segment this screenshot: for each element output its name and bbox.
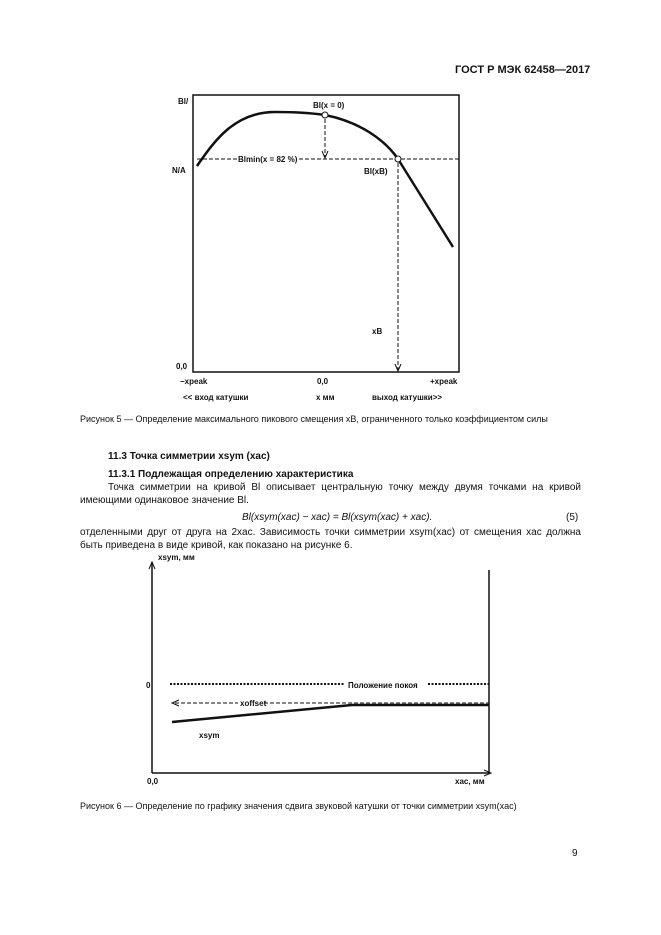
zero-label: 0 [146, 681, 151, 690]
paragraph-2: отделенными друг от друга на 2xac. Завис… [80, 527, 581, 551]
xsym-label: xsym [199, 731, 219, 740]
figure-5-caption: Рисунок 5 — Определение максимального пи… [80, 414, 548, 424]
arrow-icon [394, 363, 402, 373]
point-x0 [321, 111, 329, 119]
y-label: Bl/ [178, 97, 189, 106]
bl-curve-tail [396, 158, 455, 248]
rest-label: Положение покоя [348, 681, 418, 690]
formula-number: (5) [566, 512, 579, 523]
x-unit-label: x мм [316, 393, 335, 402]
origin-label: 0,0 [176, 362, 188, 371]
paragraph-1: Точка симметрии на кривой Bl описывает ц… [80, 482, 581, 506]
dir-right-label: выход катушки>> [372, 393, 442, 402]
section-heading: 11.3 Точка симметрии xsym (xac) [108, 451, 270, 462]
xb-label: xB [372, 327, 382, 336]
blmin-label: Blmin(x = 82 %) [238, 155, 298, 164]
point-b-label: Bl(xB) [364, 167, 388, 176]
point-top-label: Bl(x = 0) [313, 101, 345, 110]
figure-6-caption: Рисунок 6 — Определение по графику значе… [80, 801, 517, 811]
bl-curve [195, 110, 400, 167]
standard-header: ГОСТ Р МЭК 62458—2017 [455, 64, 591, 76]
arrow-icon [148, 560, 156, 570]
arrow-icon [170, 699, 180, 707]
fig6-y-label: xsym, мм [158, 553, 195, 562]
dir-left-label: << вход катушки [183, 393, 249, 402]
page-number: 9 [572, 848, 578, 859]
y-level: N/A [172, 166, 186, 175]
x-left-label: −xpeak [180, 377, 208, 386]
formula-5: Bl(xsym(xac) − xac) = Bl(xsym(xac) + xac… [242, 512, 433, 523]
offset-label: xoffset [240, 699, 267, 708]
x-right-label: +xpeak [430, 377, 458, 386]
point-xb [394, 155, 402, 163]
subsection-heading: 11.3.1 Подлежащая определению характерис… [108, 469, 354, 480]
fig5-frame [192, 94, 460, 373]
x-center-label: 0,0 [317, 377, 329, 386]
fig6-origin: 0,0 [147, 777, 159, 786]
fig6-x-label: xac, мм [455, 777, 485, 786]
xsym-curve [171, 703, 489, 724]
arrow-icon [483, 769, 493, 777]
arrow-icon [321, 150, 329, 160]
